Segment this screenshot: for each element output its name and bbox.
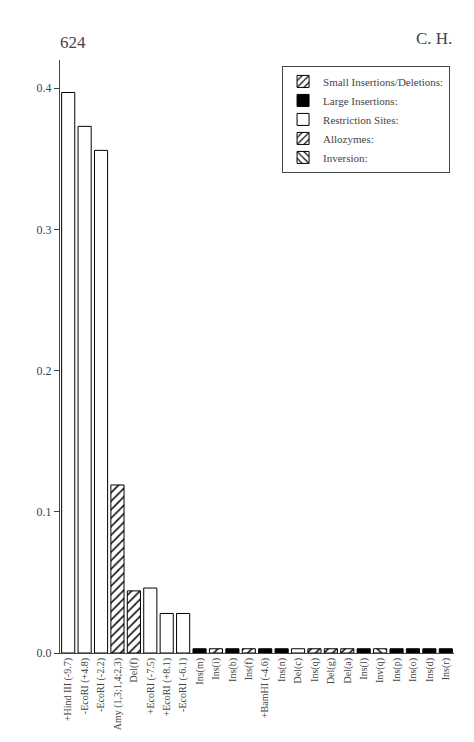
svg-text:Ins(r): Ins(r) — [440, 658, 452, 680]
svg-text:0.2: 0.2 — [37, 364, 52, 378]
svg-text:Ins(q): Ins(q) — [309, 658, 321, 682]
svg-text:Ins(d): Ins(d) — [424, 658, 436, 682]
svg-text:Ins(o): Ins(o) — [407, 658, 419, 682]
svg-text:-EcoRI (-2.2): -EcoRI (-2.2) — [95, 658, 107, 712]
svg-text:+Hind III (-9.7): +Hind III (-9.7) — [62, 658, 74, 721]
svg-text:Del(a): Del(a) — [342, 658, 354, 684]
svg-text:-EcoRI (-6.1): -EcoRI (-6.1) — [177, 658, 189, 712]
svg-text:Del(f): Del(f) — [128, 658, 140, 682]
svg-text:-EcoRI (+4.8): -EcoRI (+4.8) — [79, 658, 91, 714]
svg-text:Ins(b): Ins(b) — [227, 658, 239, 682]
svg-text:0.3: 0.3 — [37, 223, 52, 237]
svg-text:624: 624 — [60, 33, 86, 52]
svg-text:Inv(q): Inv(q) — [374, 658, 386, 683]
svg-text:Ins(f): Ins(f) — [243, 658, 255, 680]
svg-text:Amy (1,3;1,4;2,3): Amy (1,3;1,4;2,3) — [112, 658, 124, 730]
svg-text:C. H.: C. H. — [416, 29, 452, 48]
svg-text:Inversion:: Inversion: — [323, 152, 368, 164]
svg-text:+EcoRI (-7.5): +EcoRI (-7.5) — [145, 658, 157, 714]
svg-text:Ins(i): Ins(i) — [210, 658, 222, 680]
svg-text:Ins(p): Ins(p) — [391, 658, 403, 682]
svg-text:0.1: 0.1 — [37, 505, 52, 519]
svg-text:Allozymes:: Allozymes: — [323, 133, 374, 145]
svg-text:Ins(n): Ins(n) — [276, 658, 288, 682]
svg-text:Small Insertions/Deletions:: Small Insertions/Deletions: — [323, 76, 443, 88]
svg-text:Del(c): Del(c) — [292, 658, 304, 684]
svg-text:+BamHI (-4.6): +BamHI (-4.6) — [259, 658, 271, 718]
svg-text:Restriction Sites:: Restriction Sites: — [323, 114, 398, 126]
svg-text:Del(g): Del(g) — [325, 658, 337, 684]
svg-text:0.0: 0.0 — [37, 646, 52, 660]
svg-text:0.4: 0.4 — [37, 81, 52, 95]
svg-text:Large Insertions:: Large Insertions: — [323, 95, 398, 107]
svg-text:Ins(l): Ins(l) — [358, 658, 370, 680]
svg-text:Ins(m): Ins(m) — [194, 658, 206, 685]
svg-text:+EcoRI (+8.1): +EcoRI (+8.1) — [161, 658, 173, 717]
